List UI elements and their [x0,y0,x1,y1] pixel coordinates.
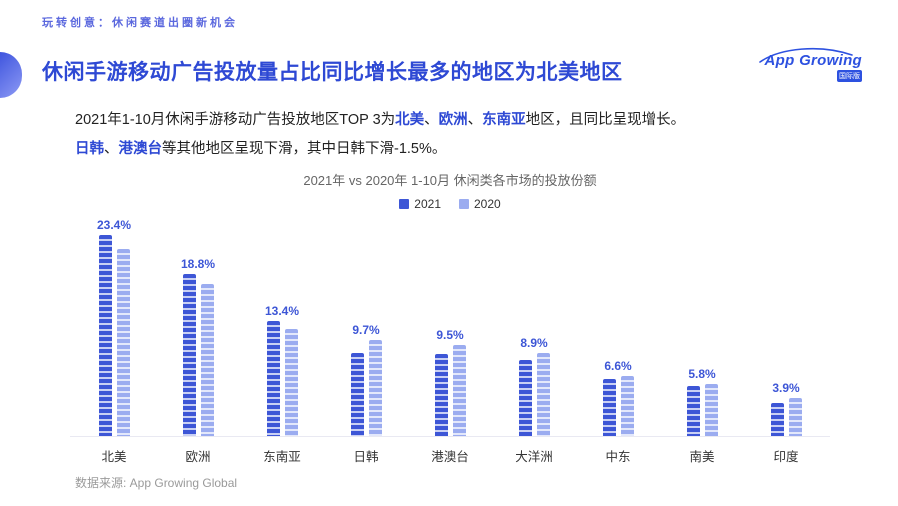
data-label: 9.7% [352,322,380,337]
bar-pair [266,320,298,436]
bar-group: 8.9% [502,336,566,436]
legend-swatch-2021 [399,199,410,209]
data-label: 3.9% [772,381,800,396]
category-label: 欧洲 [185,450,211,464]
highlight-text: 北美 [395,112,425,128]
bar-pair [434,344,466,436]
legend-swatch-2020 [459,199,469,209]
category-label: 大洋洲 [515,450,553,464]
highlight-text: 欧洲 [438,112,468,128]
body-text: 2021年1-10月休闲手游移动广告投放地区TOP 3为 [75,112,396,128]
body-copy: 2021年1-10月休闲手游移动广告投放地区TOP 3为北美、欧洲、东南亚地区，… [75,106,815,164]
bar-2021 [350,352,364,436]
bar-pair [182,274,214,436]
title-accent-shape [0,52,22,98]
bar-2021 [770,402,784,436]
category-label: 东南亚 [263,450,301,464]
body-text: 等其他地区呈现下滑，其中日韩下滑-1.5%。 [162,141,447,157]
category-label: 港澳台 [431,450,469,464]
body-text: 地区，且同比呈现增长。 [525,112,686,128]
data-label: 13.4% [264,303,300,318]
bar-pair [350,339,382,436]
legend-item-2021: 2021 [399,197,441,211]
data-label: 9.5% [436,327,464,342]
chart-category-axis: 北美 欧洲 东南亚 日韩 港澳台 大洋洲 中东 南美 印度 [70,446,830,465]
data-label: 23.4% [96,217,132,232]
logo-text: App Growing [764,52,862,69]
bar-2021 [686,386,700,436]
bar-2020 [536,353,550,436]
app-growing-logo: App Growing国际版 [752,47,862,88]
highlight-text: 东南亚 [482,112,526,128]
bar-group: 23.4% [82,218,146,436]
bar-pair [602,375,634,436]
bar-pair [98,234,130,436]
bar-group: 13.4% [250,304,314,436]
bar-2021 [602,379,616,436]
bar-group: 3.9% [754,381,818,436]
category-label: 北美 [101,450,127,464]
bar-2021 [182,274,196,436]
logo-swoosh-icon [759,47,853,63]
bar-2020 [284,329,298,436]
bar-group: 18.8% [166,257,230,436]
bar-2020 [788,398,802,436]
body-paragraph-2: 日韩、港澳台等其他地区呈现下滑，其中日韩下滑-1.5%。 [75,135,815,164]
chart-plot-area: 23.4% 18.8% 13.4% 9.7% 9.5% 8.9% 6.6% 5.8% 3.9% [70,213,830,437]
bar-2020 [620,375,634,436]
body-text: 、 [104,141,119,157]
data-label: 6.6% [604,358,632,373]
bar-2021 [266,320,280,436]
highlight-text: 港澳台 [118,141,163,157]
bar-2021 [434,354,448,436]
bar-group: 9.7% [334,323,398,436]
highlight-text: 日韩 [75,141,104,157]
bar-group: 5.8% [670,366,734,436]
legend-label: 2020 [474,197,501,211]
bar-group: 9.5% [418,328,482,436]
bar-chart: 2021年 vs 2020年 1-10月 休闲类各市场的投放份额 2021 20… [70,170,830,465]
bar-2021 [98,234,112,436]
category-label: 日韩 [353,450,379,464]
bar-2020 [116,248,130,436]
bar-pair [770,398,802,436]
chart-title: 2021年 vs 2020年 1-10月 休闲类各市场的投放份额 [303,173,597,188]
data-label: 5.8% [688,366,716,381]
data-source-note: 数据来源: App Growing Global [75,476,238,490]
slide-eyebrow: 玩转创意：休闲赛道出圈新机会 [42,17,238,29]
bar-2020 [452,344,466,436]
bar-pair [686,383,718,436]
body-paragraph-1: 2021年1-10月休闲手游移动广告投放地区TOP 3为北美、欧洲、东南亚地区，… [75,106,815,135]
bar-2020 [200,283,214,436]
data-label: 18.8% [180,257,216,272]
legend-item-2020: 2020 [459,197,501,211]
bar-group: 6.6% [586,359,650,436]
bar-2020 [704,383,718,436]
body-text: 、 [424,112,439,128]
bar-2021 [518,359,532,436]
legend-label: 2021 [414,197,441,211]
category-label: 南美 [689,450,715,464]
logo-badge: 国际版 [837,70,862,82]
body-text: 、 [467,112,483,128]
page-title: 休闲手游移动广告投放量占比同比增长最多的地区为北美地区 [42,61,623,84]
category-label: 印度 [773,450,799,464]
bar-2020 [368,339,382,436]
bar-pair [518,353,550,436]
data-label: 8.9% [520,336,548,351]
chart-legend: 2021 2020 [70,197,830,211]
category-label: 中东 [605,450,631,464]
